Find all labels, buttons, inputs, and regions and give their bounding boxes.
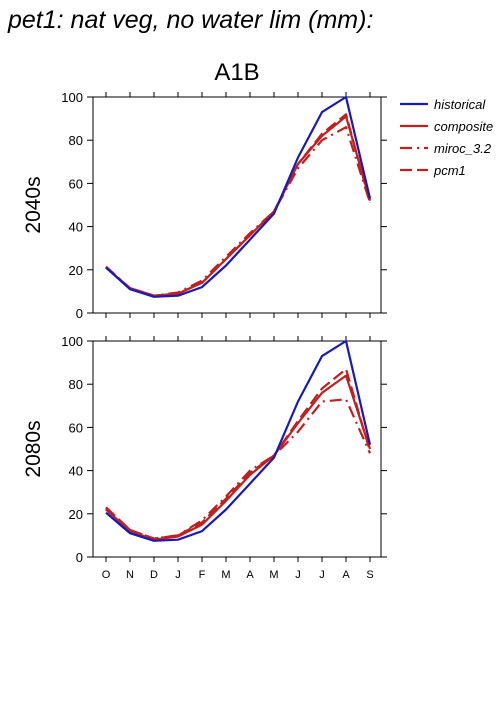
- legend-label-pcm1: pcm1: [433, 163, 466, 178]
- x-tick-label: J: [319, 569, 325, 581]
- y-tick-label: 80: [69, 377, 83, 392]
- series-line-composite-2040s: [105, 115, 372, 297]
- row-label-2040s: 2040s: [22, 176, 45, 233]
- y-tick-label: 80: [69, 133, 83, 148]
- x-tick-label: N: [126, 569, 134, 581]
- y-tick-label: 0: [76, 306, 83, 321]
- panel-frame-2040s: [92, 96, 382, 314]
- y-tick-label: 40: [69, 464, 83, 479]
- y-tick-label: 40: [69, 220, 83, 235]
- x-tick-label: S: [366, 569, 373, 581]
- x-tick-label: A: [342, 569, 350, 581]
- series-line-pcm1-2080s: [105, 368, 372, 540]
- y-tick-label: 100: [61, 90, 83, 105]
- legend-label-composite: composite: [434, 119, 493, 134]
- x-tick-label: J: [295, 569, 301, 581]
- y-tick-label: 60: [69, 420, 83, 435]
- series-line-miroc_3.2-2040s: [105, 126, 372, 297]
- x-tick-label: O: [102, 569, 111, 581]
- x-tick-label: A: [246, 569, 254, 581]
- y-tick-label: 20: [69, 507, 83, 522]
- series-line-miroc_3.2-2080s: [105, 398, 372, 540]
- y-tick-label: 0: [76, 550, 83, 565]
- scenario-label: A1B: [214, 59, 259, 86]
- legend-label-miroc_3.2: miroc_3.2: [434, 141, 492, 156]
- page-title: pet1: nat veg, no water lim (mm):: [8, 6, 374, 34]
- x-tick-label: M: [221, 569, 230, 581]
- x-tick-label: D: [150, 569, 158, 581]
- x-tick-label: J: [175, 569, 181, 581]
- x-tick-label: F: [199, 569, 206, 581]
- legend-label-historical: historical: [434, 97, 486, 112]
- panel-frame-2080s: [92, 340, 382, 558]
- y-tick-label: 60: [69, 176, 83, 191]
- row-label-2080s: 2080s: [22, 420, 45, 477]
- x-tick-label: M: [269, 569, 278, 581]
- y-tick-label: 100: [61, 334, 83, 349]
- series-line-historical-2040s: [105, 95, 372, 298]
- series-line-pcm1-2040s: [105, 113, 372, 297]
- y-tick-label: 20: [69, 263, 83, 278]
- series-line-historical-2080s: [105, 339, 372, 542]
